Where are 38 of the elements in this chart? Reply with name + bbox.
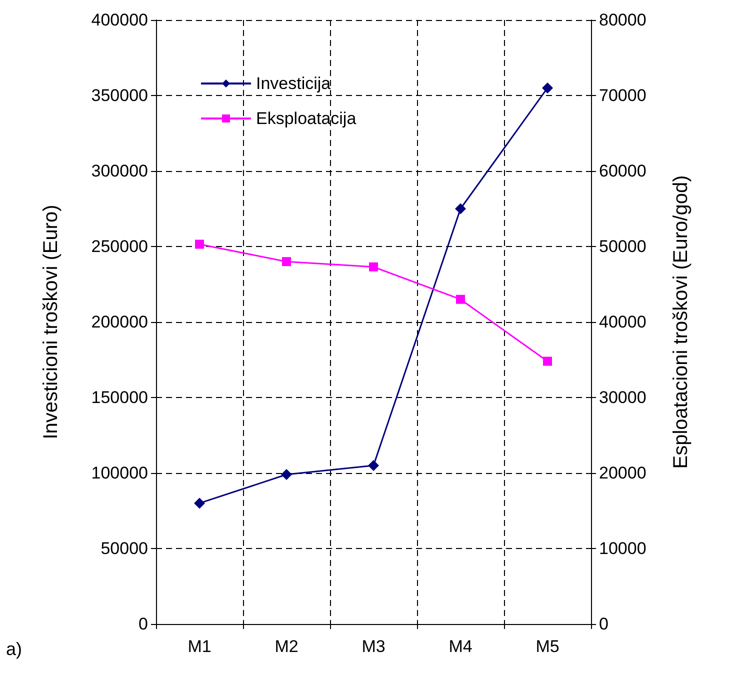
- point: [542, 82, 553, 94]
- y-tick-label: 250000: [91, 237, 148, 256]
- point: [455, 203, 466, 214]
- y2-tick-label: 70000: [599, 86, 646, 105]
- x-tick-label: M1: [188, 637, 212, 656]
- y-axis-title: Investicioni troškovi (Euro): [40, 204, 62, 440]
- legend-label: Eksploatacija: [256, 109, 357, 128]
- y2-tick-label: 80000: [599, 10, 646, 30]
- y-tick-label: 150000: [91, 388, 148, 407]
- y-tick-label: 350000: [91, 86, 148, 105]
- x-tick-label: M2: [274, 637, 298, 656]
- point: [543, 356, 552, 366]
- y2-tick-label: 40000: [599, 312, 646, 332]
- point: [456, 294, 465, 304]
- y2-tick-label: 10000: [599, 539, 646, 558]
- y2-tick-label: 0: [599, 614, 608, 634]
- y2-tick-label: 50000: [599, 237, 646, 256]
- point: [282, 257, 291, 266]
- y-tick-label: 300000: [91, 162, 148, 180]
- y-tick-label: 50000: [100, 539, 148, 558]
- text: a): [6, 639, 22, 659]
- y-tick-label: 0: [138, 614, 148, 634]
- point: [194, 498, 205, 509]
- point: [195, 240, 204, 249]
- y2-tick-label: 20000: [599, 464, 646, 482]
- y2-axis-title: Esploatacioni troškovi (Euro/god): [670, 175, 692, 469]
- point: [368, 460, 379, 471]
- legend-label: Investicija: [256, 74, 332, 93]
- y-tick-label: 100000: [91, 464, 148, 482]
- y-tick-label: 400000: [91, 10, 148, 30]
- y-tick-label: 200000: [91, 312, 148, 332]
- point: [369, 262, 378, 272]
- y2-tick-label: 30000: [599, 388, 646, 407]
- x-tick-label: M3: [362, 637, 386, 656]
- x-tick-label: M5: [536, 637, 560, 656]
- x-tick-label: M4: [448, 637, 472, 656]
- point: [281, 469, 292, 480]
- y2-tick-label: 60000: [599, 162, 646, 180]
